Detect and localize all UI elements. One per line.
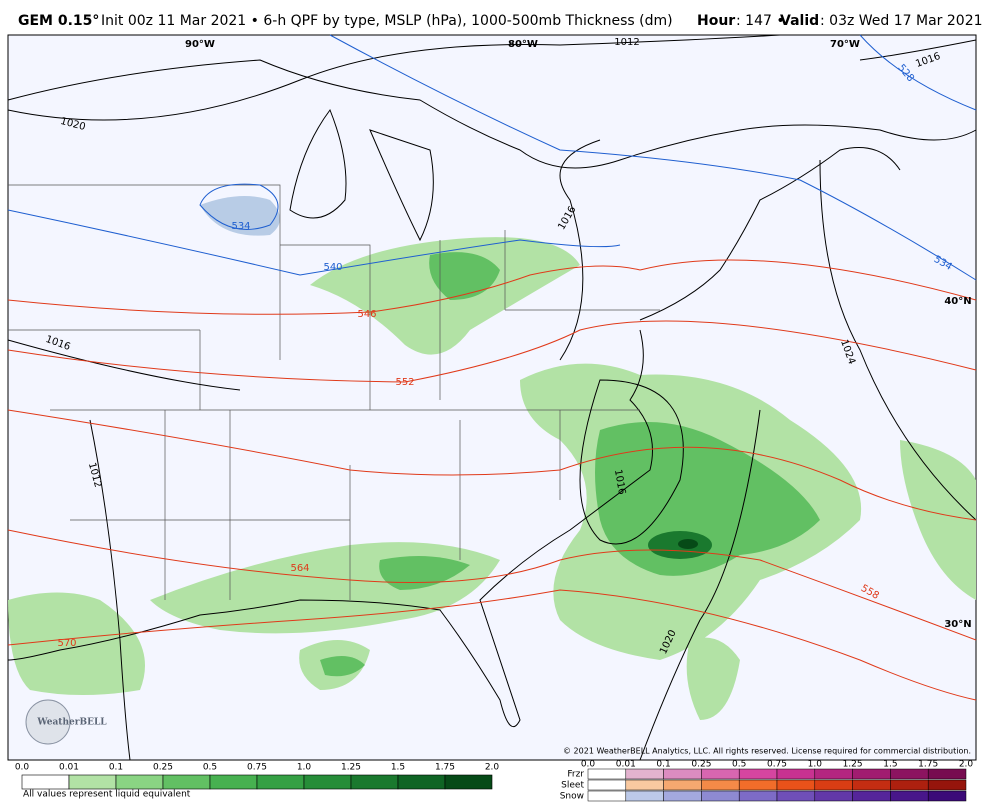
type-swatch: [927, 779, 967, 791]
map: 90°W 80°W 70°W 40°N 30°N 1012 1016 1020 …: [7, 34, 977, 761]
type-swatch: [852, 790, 891, 802]
type-swatch: [814, 790, 853, 802]
rain-swatch: [162, 774, 211, 790]
type-swatch: [738, 779, 778, 791]
rain-tick-label: 1.75: [435, 763, 455, 773]
lon-label: 70°W: [830, 39, 860, 50]
type-tick-label: 0.75: [767, 760, 787, 770]
lon-label: 80°W: [508, 39, 538, 50]
rain-swatch: [68, 774, 117, 790]
type-tick-label: 0.0: [581, 760, 596, 770]
type-swatch: [890, 768, 929, 780]
rain-tick-label: 0.1: [109, 763, 123, 773]
type-swatch: [852, 768, 891, 780]
thickness-label: 564: [290, 563, 309, 574]
hour: : 147 •: [736, 13, 785, 29]
rain-swatch: [444, 774, 493, 790]
rain-tick-label: 1.0: [297, 763, 312, 773]
rain-swatch: [256, 774, 305, 790]
type-swatch: [852, 779, 891, 791]
type-tick-label: 0.25: [691, 760, 711, 770]
type-swatch: [776, 790, 816, 802]
logo: WeatherBELL: [36, 718, 107, 728]
type-tick-label: 0.1: [656, 760, 670, 770]
type-swatch: [927, 790, 967, 802]
type-swatch: [663, 768, 702, 780]
coastlines: [7, 59, 977, 728]
type-tick-label: 2.0: [959, 760, 974, 770]
type-tick-label: 1.75: [918, 760, 938, 770]
type-swatch: [587, 779, 627, 791]
hour-label: Hour: [697, 13, 735, 29]
type-swatch: [776, 779, 816, 791]
type-tick-label: 0.5: [732, 760, 746, 770]
rain-tick-label: 2.0: [485, 763, 500, 773]
type-swatch: [814, 768, 853, 780]
isobar-label: 1016: [612, 469, 627, 496]
rain-swatch: [397, 774, 446, 790]
rain-swatch: [303, 774, 352, 790]
rain-tick-label: 0.25: [153, 763, 173, 773]
type-label: Sleet: [561, 781, 584, 791]
type-swatch: [814, 779, 853, 791]
lon-label: 90°W: [185, 39, 215, 50]
thickness-label: 534: [231, 221, 250, 232]
type-swatch: [701, 790, 740, 802]
thickness-label: 546: [357, 309, 376, 320]
rain-tick-label: 0.0: [15, 763, 30, 773]
rain-tick-label: 0.5: [203, 763, 217, 773]
type-tick-label: 1.0: [808, 760, 823, 770]
type-tick-label: 1.25: [843, 760, 863, 770]
model-name: GEM 0.15°: [18, 13, 99, 29]
rain-swatch: [209, 774, 258, 790]
type-tick-label: 0.01: [616, 760, 636, 770]
copyright: © 2021 WeatherBELL Analytics, LLC. All r…: [563, 747, 971, 756]
type-label: Frzr: [567, 770, 584, 780]
type-swatch: [587, 790, 627, 802]
rain-tick-label: 0.01: [59, 763, 79, 773]
thickness-label: 570: [57, 638, 76, 649]
isobars: [7, 34, 977, 761]
rain-tick-label: 0.75: [247, 763, 267, 773]
rain-swatch: [21, 774, 70, 790]
isobar-label: 1012: [614, 37, 639, 48]
valid-label: Valid: [780, 13, 819, 29]
map-frame: [7, 34, 977, 761]
thickness-warm: [7, 259, 977, 701]
borders: [8, 184, 660, 600]
type-swatch: [701, 779, 740, 791]
type-label: Snow: [560, 792, 584, 802]
thickness-cold: [7, 34, 977, 281]
description: Init 00z 11 Mar 2021 • 6-h QPF by type, …: [101, 13, 673, 29]
thickness-label: 540: [323, 262, 342, 273]
type-swatch: [701, 768, 740, 780]
legend-note: All values represent liquid equivalent: [23, 790, 191, 800]
type-swatch: [587, 768, 627, 780]
type-tick-label: 1.5: [883, 760, 897, 770]
logo-globe: [25, 699, 71, 745]
rain-tick-label: 1.25: [341, 763, 361, 773]
type-swatch: [663, 779, 702, 791]
rain-swatch: [115, 774, 164, 790]
precip-max: [678, 539, 698, 549]
type-swatch: [625, 790, 664, 802]
thickness-label: 552: [395, 377, 414, 388]
type-swatch: [738, 768, 778, 780]
rain-tick-label: 1.5: [391, 763, 405, 773]
valid: : 03z Wed 17 Mar 2021: [820, 13, 983, 29]
type-swatch: [625, 779, 664, 791]
lat-label: 40°N: [944, 296, 971, 307]
legend: All values represent liquid equivalent 0…: [15, 760, 974, 802]
rain-swatch: [350, 774, 399, 790]
lat-label: 30°N: [944, 619, 971, 630]
type-swatch: [738, 790, 778, 802]
type-swatch: [776, 768, 816, 780]
type-swatch: [927, 768, 967, 780]
type-swatch: [890, 779, 929, 791]
type-swatch: [663, 790, 702, 802]
precip-moderate: [320, 252, 820, 677]
type-swatch: [625, 768, 664, 780]
type-swatch: [890, 790, 929, 802]
